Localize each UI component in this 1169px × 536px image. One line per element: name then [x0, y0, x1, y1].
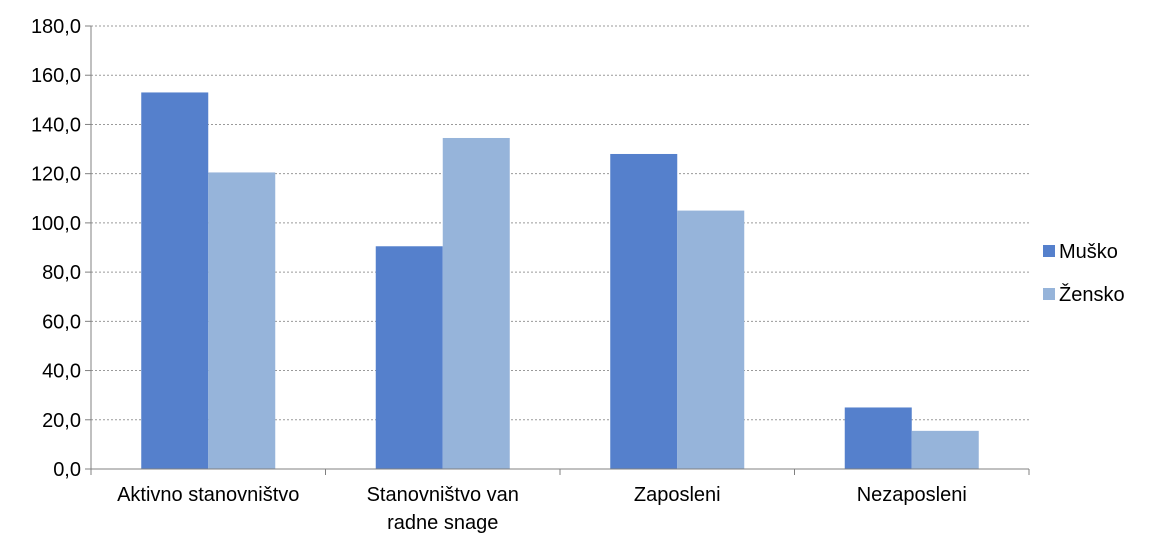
bar-musko	[141, 92, 209, 469]
y-tick-label: 100,0	[31, 213, 81, 235]
bar-musko	[610, 153, 678, 469]
legend-label: Muško	[1059, 241, 1118, 263]
y-tick-label: 120,0	[31, 164, 81, 186]
y-tick-label: 80,0	[42, 262, 81, 284]
legend-swatch	[1043, 288, 1055, 300]
x-axis-tick-labels: Aktivno stanovništvo Stanovništvo van radn…	[117, 484, 967, 534]
bar-musko	[844, 407, 912, 469]
bar-zensko	[208, 172, 276, 470]
legend-label: Žensko	[1059, 283, 1125, 306]
y-tick-label: 160,0	[31, 65, 81, 87]
bar-musko	[375, 246, 443, 469]
legend: Muško Žensko	[1043, 241, 1125, 306]
y-tick-label: 60,0	[42, 311, 81, 333]
y-tick-label: 140,0	[31, 114, 81, 136]
x-tick-label: Zaposleni	[634, 484, 721, 506]
legend-swatch	[1043, 245, 1055, 257]
y-tick-label: 20,0	[42, 410, 81, 432]
x-tick-label: Nezaposleni	[857, 484, 967, 506]
y-tick-label: 180,0	[31, 16, 81, 38]
y-axis-tick-labels: 0,0 20,0 40,0 60,0 80,0 100,0 120,0 140,0 160,0 1…	[31, 16, 81, 481]
x-tick-label: Aktivno stanovništvo	[117, 484, 299, 506]
bar-zensko	[911, 430, 979, 469]
y-tick-label: 40,0	[42, 361, 81, 383]
bars	[141, 92, 979, 470]
bar-zensko	[442, 137, 510, 469]
axes	[85, 25, 1030, 475]
bar-zensko	[677, 210, 745, 470]
x-tick-label: Stanovništvo van radne snage	[367, 484, 519, 534]
y-tick-label: 0,0	[53, 459, 81, 481]
